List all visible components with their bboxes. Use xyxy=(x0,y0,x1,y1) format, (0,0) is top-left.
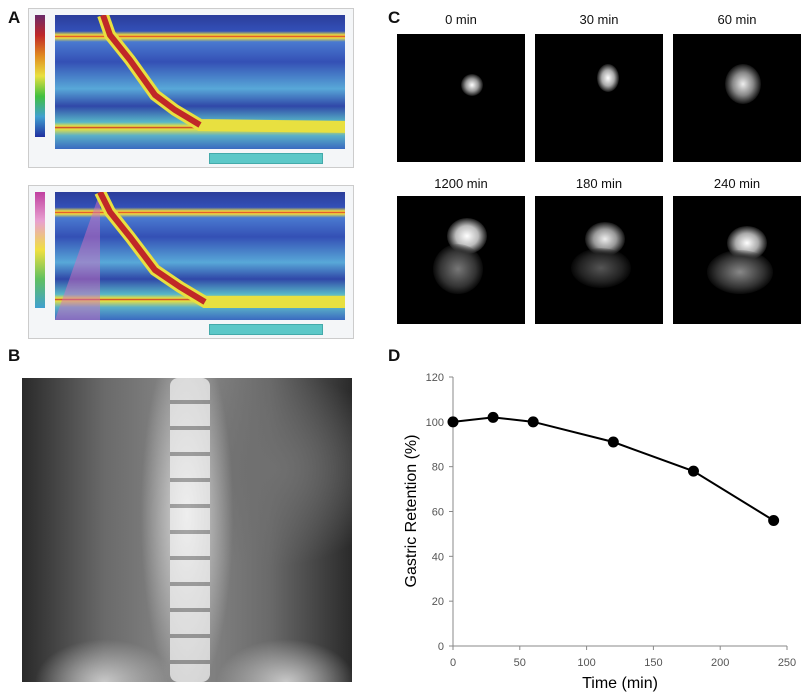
abdominal-xray xyxy=(22,378,352,682)
color-scale-bar xyxy=(35,15,45,137)
x-tick-label: 0 xyxy=(450,657,456,669)
scintigraphy-frame xyxy=(673,196,801,324)
manometry-plot-bottom xyxy=(28,185,354,339)
scintigraphy-frame xyxy=(535,34,663,162)
panel-label-c: C xyxy=(388,8,401,27)
data-point xyxy=(447,416,459,428)
series-line xyxy=(452,416,775,522)
y-tick-label: 40 xyxy=(432,551,444,563)
x-tick-label: 200 xyxy=(711,657,729,669)
y-tick-label: 20 xyxy=(432,596,444,608)
scintigraphy-frame xyxy=(673,34,801,162)
color-scale-bar xyxy=(35,192,45,308)
frame-label: 0 min xyxy=(445,12,477,27)
scintigraphy-frame xyxy=(397,34,525,162)
frame-label: 30 min xyxy=(579,12,619,27)
y-tick-label: 100 xyxy=(426,417,444,429)
data-point xyxy=(487,411,499,423)
data-point xyxy=(607,436,619,448)
panel-label-d: D xyxy=(388,346,401,365)
x-tick-label: 50 xyxy=(514,657,526,669)
y-tick-label: 120 xyxy=(426,372,444,384)
y-tick-label: 60 xyxy=(432,507,444,519)
x-axis-label: Time (min) xyxy=(582,675,658,692)
data-point xyxy=(527,416,539,428)
scintigraphy-frame xyxy=(397,196,525,324)
peristalsis-trace xyxy=(97,15,345,133)
manometry-plot-top xyxy=(28,8,354,168)
peristalsis-trace xyxy=(55,192,345,320)
y-tick-label: 0 xyxy=(438,641,444,653)
status-bar xyxy=(209,324,323,335)
spine xyxy=(170,378,210,682)
x-tick-label: 100 xyxy=(577,657,595,669)
panel-label-a: A xyxy=(8,8,21,27)
data-point xyxy=(687,465,699,477)
frame-label: 60 min xyxy=(717,12,757,27)
status-bar xyxy=(209,153,323,164)
frame-label: 1200 min xyxy=(434,176,488,191)
frame-label: 180 min xyxy=(575,176,623,191)
panel-label-b: B xyxy=(8,346,21,365)
data-point xyxy=(768,514,780,526)
frame-label: 240 min xyxy=(713,176,761,191)
y-tick-label: 80 xyxy=(432,462,444,474)
x-tick-label: 150 xyxy=(644,657,662,669)
x-tick-label: 250 xyxy=(778,657,796,669)
y-axis-label: Gastric Retention (%) xyxy=(403,435,420,588)
scintigraphy-frame xyxy=(535,196,663,324)
